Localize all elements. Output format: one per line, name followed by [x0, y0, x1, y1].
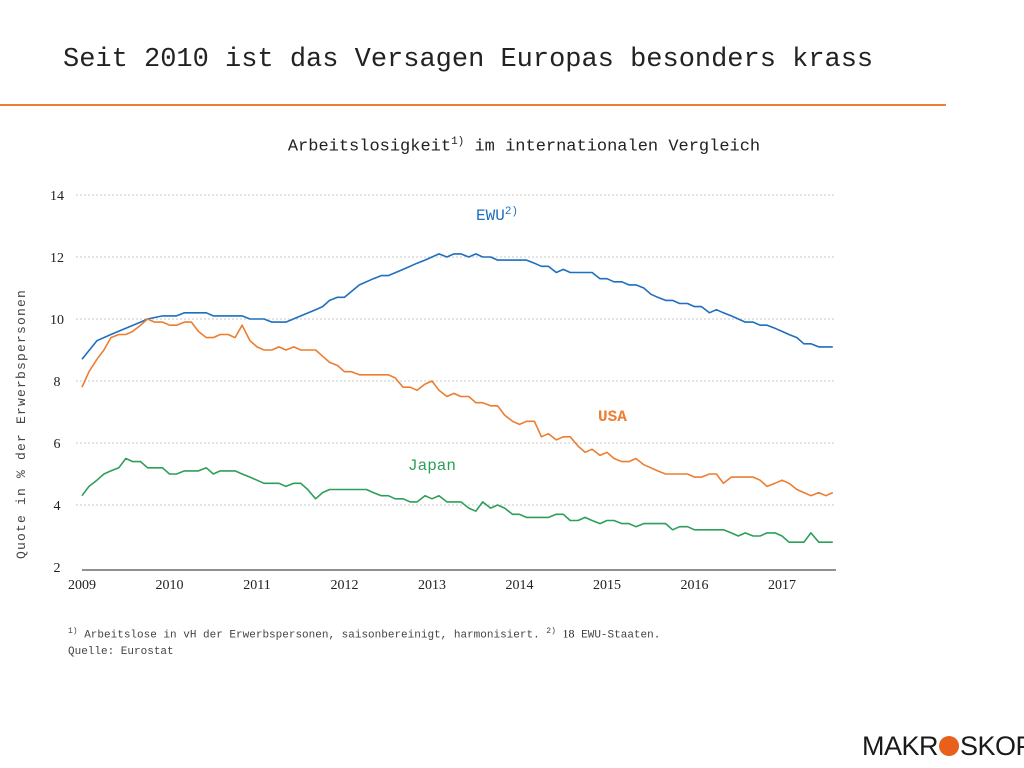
- x-tick-label-2012: 2012: [331, 578, 359, 593]
- chart-title: Arbeitslosigkeit1) im internationalen Ve…: [150, 136, 898, 157]
- chart-title-rest: im internationalen Vergleich: [464, 137, 761, 157]
- title-underline: [0, 104, 946, 106]
- x-tick-label-2016: 2016: [681, 578, 709, 593]
- source-note: Quelle: Eurostat: [68, 645, 174, 658]
- x-tick-label-2014: 2014: [506, 578, 534, 593]
- series-line-japan: [81, 457, 833, 543]
- x-tick-label-2010: 2010: [156, 578, 184, 593]
- x-tick-label-2015: 2015: [593, 578, 621, 593]
- x-tick-label-2017: 2017: [768, 578, 796, 593]
- makroskop-logo: MAKR SKOP: [862, 730, 1024, 762]
- footnote-line-1: 1) Arbeitslose in vH der Erwerbspersonen…: [68, 624, 660, 644]
- y-tick-label-10: 10: [50, 313, 64, 328]
- footnote-text-2: EWU-Staaten.: [574, 629, 661, 642]
- y-tick-label-8: 8: [54, 375, 61, 390]
- series-label-usa: USA: [598, 408, 627, 426]
- footnote-mark-2: 2): [546, 627, 556, 636]
- y-tick-label-12: 12: [50, 251, 64, 266]
- chart-title-footnote-mark: 1): [451, 136, 465, 148]
- x-tick-label-2009: 2009: [68, 578, 96, 593]
- logo-text-right: SKOP: [960, 730, 1024, 761]
- logo-text-left: MAKR: [862, 730, 939, 761]
- series-label-japan: Japan: [408, 457, 456, 475]
- series-label-ewu: EWU2): [476, 206, 518, 225]
- y-tick-label-14: 14: [50, 189, 64, 204]
- footnote-number: 18: [562, 626, 575, 641]
- chart-title-main: Arbeitslosigkeit: [287, 137, 452, 157]
- series-line-ewu: [81, 253, 833, 360]
- logo-dot: [939, 736, 960, 756]
- series-label-footnote-mark: 2): [505, 206, 518, 218]
- footnote: 1) Arbeitslose in vH der Erwerbspersonen…: [68, 624, 660, 660]
- footnote-mark-1: 1): [68, 627, 78, 636]
- y-axis-label: Quote in % der Erwerbspersonen: [14, 289, 29, 559]
- series-line-usa: [81, 318, 834, 497]
- y-tick-label-2: 2: [54, 561, 61, 576]
- slide-title: Seit 2010 ist das Versagen Europas beson…: [63, 45, 874, 75]
- y-tick-label-6: 6: [54, 437, 61, 452]
- footnote-text-1: Arbeitslose in vH der Erwerbspersonen, s…: [77, 629, 547, 642]
- y-tick-label-4: 4: [54, 499, 61, 514]
- x-tick-label-2013: 2013: [418, 578, 446, 593]
- x-tick-label-2011: 2011: [243, 578, 270, 593]
